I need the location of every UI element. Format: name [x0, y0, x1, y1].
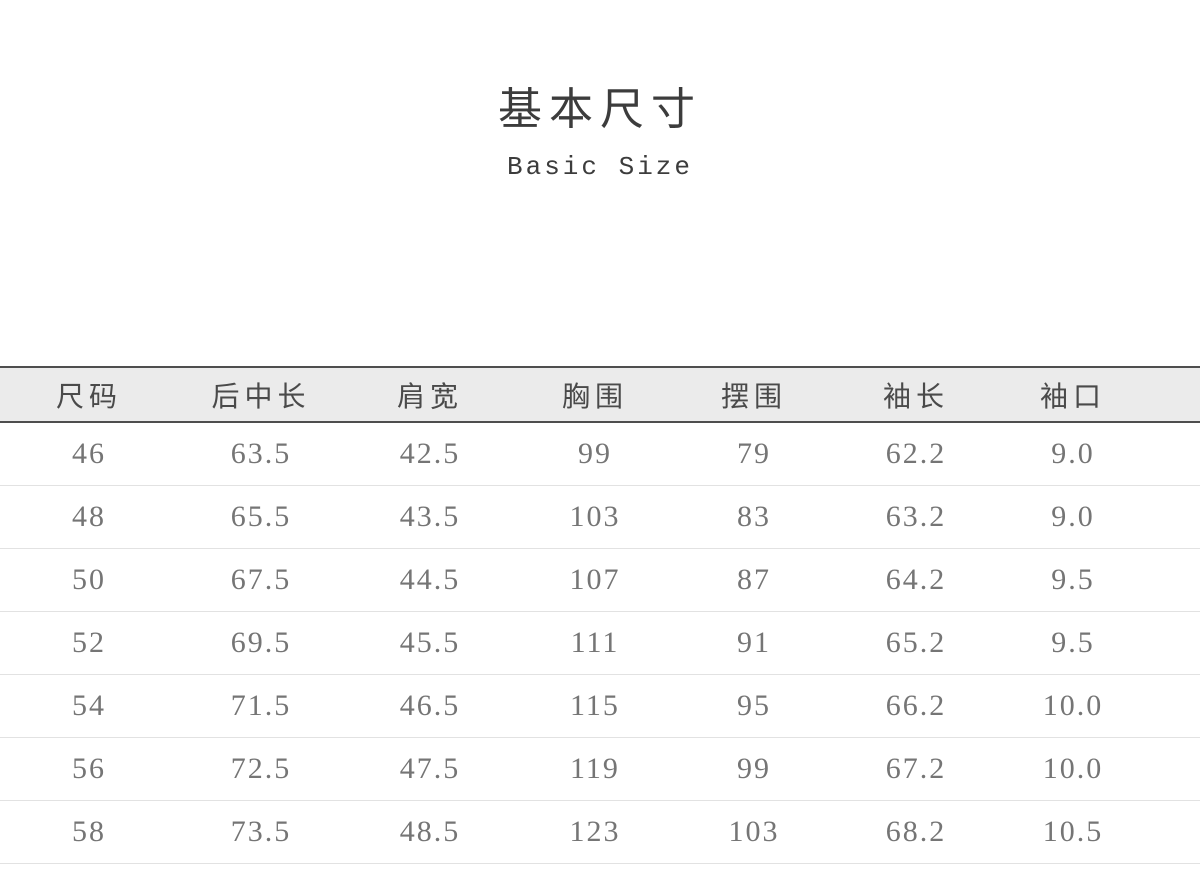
table-cell: 44.5: [344, 548, 516, 612]
table-row: 46 63.5 42.5 99 79 62.2 9.0: [0, 422, 1200, 486]
table-cell: 50: [0, 548, 178, 612]
table-cell: 99: [674, 737, 834, 801]
table-cell: 9.0: [998, 422, 1200, 486]
table-cell: 56: [0, 737, 178, 801]
table-cell: 119: [516, 737, 674, 801]
table-row: 56 72.5 47.5 119 99 67.2 10.0: [0, 737, 1200, 801]
table-row: 50 67.5 44.5 107 87 64.2 9.5: [0, 548, 1200, 612]
table-cell: 65.2: [834, 611, 998, 675]
table-cell: 9.0: [998, 485, 1200, 549]
table-cell: 58: [0, 800, 178, 864]
table-cell: 9.5: [998, 611, 1200, 675]
table-cell: 43.5: [344, 485, 516, 549]
table-cell: 66.2: [834, 674, 998, 738]
col-header-hem: 摆围: [674, 366, 834, 423]
table-cell: 46.5: [344, 674, 516, 738]
table-cell: 71.5: [178, 674, 344, 738]
table-cell: 42.5: [344, 422, 516, 486]
table-cell: 48.5: [344, 800, 516, 864]
table-cell: 87: [674, 548, 834, 612]
col-header-sleeve-length: 袖长: [834, 366, 998, 423]
table-cell: 99: [516, 422, 674, 486]
table-row: 58 73.5 48.5 123 103 68.2 10.5: [0, 800, 1200, 864]
table-cell: 115: [516, 674, 674, 738]
table-cell: 48: [0, 485, 178, 549]
table-cell: 63.2: [834, 485, 998, 549]
table-cell: 9.5: [998, 548, 1200, 612]
table-cell: 79: [674, 422, 834, 486]
table-cell: 69.5: [178, 611, 344, 675]
table-cell: 10.5: [998, 800, 1200, 864]
table-cell: 10.0: [998, 674, 1200, 738]
table-cell: 95: [674, 674, 834, 738]
table-cell: 103: [516, 485, 674, 549]
table-cell: 65.5: [178, 485, 344, 549]
page-subtitle: Basic Size: [506, 152, 694, 182]
table-cell: 63.5: [178, 422, 344, 486]
table-header-row: 尺码 后中长 肩宽 胸围 摆围 袖长 袖口: [0, 366, 1200, 423]
table-cell: 107: [516, 548, 674, 612]
col-header-size: 尺码: [0, 366, 178, 423]
table-cell: 111: [516, 611, 674, 675]
table-cell: 73.5: [178, 800, 344, 864]
table-cell: 123: [516, 800, 674, 864]
table-row: 52 69.5 45.5 111 91 65.2 9.5: [0, 611, 1200, 675]
table-cell: 103: [674, 800, 834, 864]
table-cell: 46: [0, 422, 178, 486]
col-header-back-length: 后中长: [178, 366, 344, 423]
table-cell: 67.2: [834, 737, 998, 801]
table-cell: 45.5: [344, 611, 516, 675]
table-cell: 91: [674, 611, 834, 675]
table-cell: 67.5: [178, 548, 344, 612]
table-cell: 54: [0, 674, 178, 738]
col-header-shoulder-width: 肩宽: [344, 366, 516, 423]
table-cell: 47.5: [344, 737, 516, 801]
table-cell: 10.0: [998, 737, 1200, 801]
col-header-bust: 胸围: [516, 366, 674, 423]
size-table: 尺码 后中长 肩宽 胸围 摆围 袖长 袖口 46 63.5 42.5 99 79…: [0, 366, 1200, 864]
col-header-cuff: 袖口: [998, 366, 1200, 423]
table-cell: 52: [0, 611, 178, 675]
table-cell: 62.2: [834, 422, 998, 486]
table-row: 54 71.5 46.5 115 95 66.2 10.0: [0, 674, 1200, 738]
table-cell: 72.5: [178, 737, 344, 801]
table-cell: 64.2: [834, 548, 998, 612]
table-cell: 68.2: [834, 800, 998, 864]
table-row: 48 65.5 43.5 103 83 63.2 9.0: [0, 485, 1200, 549]
page-title: 基本尺寸: [498, 85, 702, 134]
table-cell: 83: [674, 485, 834, 549]
